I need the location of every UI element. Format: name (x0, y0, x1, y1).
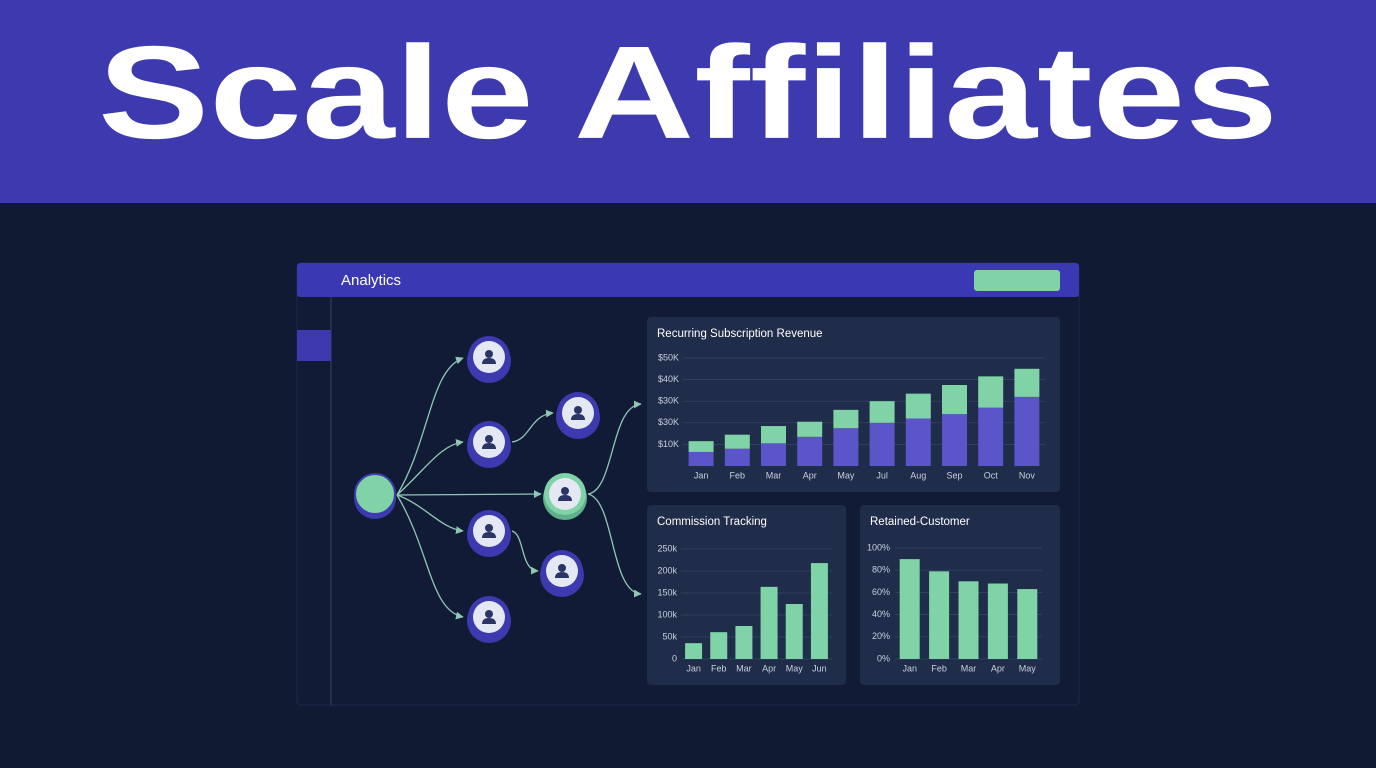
y-tick-label: 80% (872, 565, 890, 575)
y-tick-label: 60% (872, 587, 890, 597)
sidebar-tab[interactable] (297, 330, 331, 361)
y-tick-label: $40K (658, 374, 679, 384)
y-tick-label: 200k (657, 565, 677, 575)
bar-segment (1014, 396, 1040, 466)
x-tick-label: Jun (812, 663, 827, 673)
y-tick-label: 40% (872, 609, 890, 619)
header-band (0, 0, 1376, 203)
window-topbar (297, 263, 1079, 297)
bar-segment (905, 393, 931, 419)
x-tick-label: Jan (694, 470, 709, 480)
y-tick-label: 100k (657, 609, 677, 619)
bar (685, 643, 703, 659)
bar-segment (942, 414, 967, 466)
bar (899, 559, 920, 659)
bar-segment (761, 443, 786, 466)
bar (710, 632, 728, 659)
x-tick-label: May (786, 663, 804, 673)
y-tick-label: 20% (872, 631, 890, 641)
window-title: Analytics (341, 272, 401, 289)
x-tick-label: Jan (686, 663, 701, 673)
x-tick-label: Jul (876, 470, 888, 480)
y-tick-label: 0% (877, 653, 890, 663)
bar (785, 604, 803, 659)
bar (958, 581, 979, 659)
bar-segment (1014, 368, 1040, 397)
chart-title: Recurring Subscription Revenue (657, 328, 823, 340)
bar-segment (869, 422, 895, 466)
x-tick-label: May (837, 470, 855, 480)
bar (760, 586, 778, 659)
bar (735, 626, 753, 659)
header-title: Scale Affiliates (98, 19, 1278, 166)
y-tick-label: 150k (657, 587, 677, 597)
y-tick-label: 50k (662, 631, 677, 641)
bar (987, 583, 1008, 659)
bar-segment (724, 448, 750, 466)
x-tick-label: Mar (736, 663, 752, 673)
x-tick-label: May (1019, 663, 1037, 673)
bar-segment (833, 428, 859, 466)
chart-title: Retained-Customer (870, 516, 970, 528)
y-tick-label: $50K (658, 352, 679, 362)
bar (810, 563, 828, 659)
bar-segment (978, 407, 1004, 466)
x-tick-label: Apr (762, 663, 776, 673)
x-tick-label: Apr (991, 663, 1005, 673)
bar-segment (905, 418, 931, 466)
x-tick-label: Oct (984, 470, 999, 480)
x-tick-label: Feb (931, 663, 947, 673)
y-tick-label: $10K (658, 439, 679, 449)
x-tick-label: Apr (803, 470, 817, 480)
chart-title: Commission Tracking (657, 516, 767, 528)
x-tick-label: Mar (766, 470, 782, 480)
y-tick-label: $30K (658, 417, 679, 427)
bar (929, 571, 950, 659)
x-tick-label: Mar (961, 663, 977, 673)
bar-segment (688, 451, 714, 466)
action-button[interactable] (974, 270, 1060, 291)
x-tick-label: Feb (730, 470, 746, 480)
bar-segment (942, 385, 967, 415)
bar-segment (797, 421, 823, 437)
bar-segment (761, 426, 786, 444)
network-diagram (354, 336, 642, 643)
x-tick-label: Nov (1019, 470, 1036, 480)
bar-segment (724, 434, 750, 449)
y-tick-label: 100% (867, 542, 890, 552)
x-tick-label: Feb (711, 663, 727, 673)
bar-segment (688, 441, 714, 452)
y-tick-label: 250k (657, 543, 677, 553)
bar (1017, 589, 1038, 659)
bar-segment (797, 436, 823, 466)
y-tick-label: $30K (658, 396, 679, 406)
bar-segment (869, 401, 895, 423)
x-tick-label: Sep (946, 470, 962, 480)
x-tick-label: Jan (902, 663, 917, 673)
bar-segment (978, 376, 1004, 408)
y-tick-label: 0 (672, 653, 677, 663)
x-tick-label: Aug (910, 470, 926, 480)
bar-segment (833, 409, 859, 429)
